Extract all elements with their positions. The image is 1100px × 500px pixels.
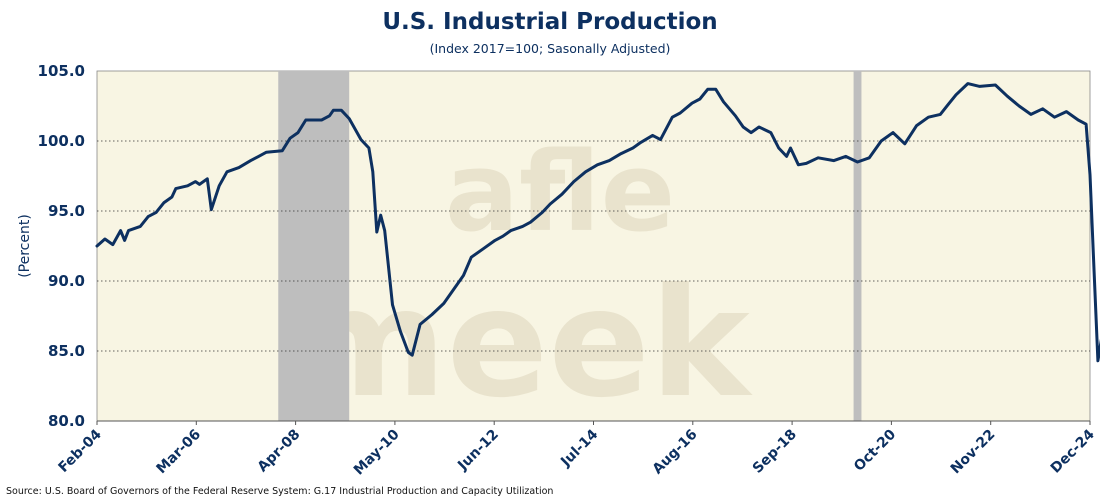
y-axis-label: (Percent) [17,214,33,278]
y-tick-label: 105.0 [38,62,85,80]
gridlines [97,140,1090,352]
watermark-line-1: afle [445,128,675,256]
x-tick-label: Jun-12 [454,427,502,475]
chart-subtitle: (Index 2017=100; Sasonally Adjusted) [430,41,671,56]
chart-title: U.S. Industrial Production [382,9,717,35]
watermark-line-2: meek [290,257,753,431]
x-tick-label: Dec-24 [1048,426,1098,476]
x-tick-label: Mar-06 [154,427,205,478]
x-tick-label: Aug-16 [650,427,701,478]
x-tick-label: Jul-14 [557,426,601,470]
x-tick-label: Nov-22 [948,427,999,478]
series-line [95,82,1100,363]
x-tick-label: Oct-20 [851,426,899,474]
source-note: Source: U.S. Board of Governors of the F… [6,486,553,497]
recession-band-1 [278,71,350,421]
y-tick-label: 90.0 [48,272,85,290]
recession-bands [278,71,862,421]
x-tick-label: Sep-18 [750,427,800,477]
y-tick-label: 80.0 [48,412,85,430]
y-tick-label: 85.0 [48,342,85,360]
x-tick-label: May-10 [351,426,403,478]
watermark: afle meek [290,128,753,431]
y-tick-label: 100.0 [38,132,85,150]
plot-area [96,70,1091,422]
x-tick-label: Feb-04 [55,426,105,476]
y-axis-ticks: 80.0 85.0 90.0 95.0 100.0 105.0 [38,62,85,430]
recession-band-2 [853,71,862,421]
y-tick-label: 95.0 [48,202,85,220]
x-tick-label: Apr-08 [255,427,304,476]
